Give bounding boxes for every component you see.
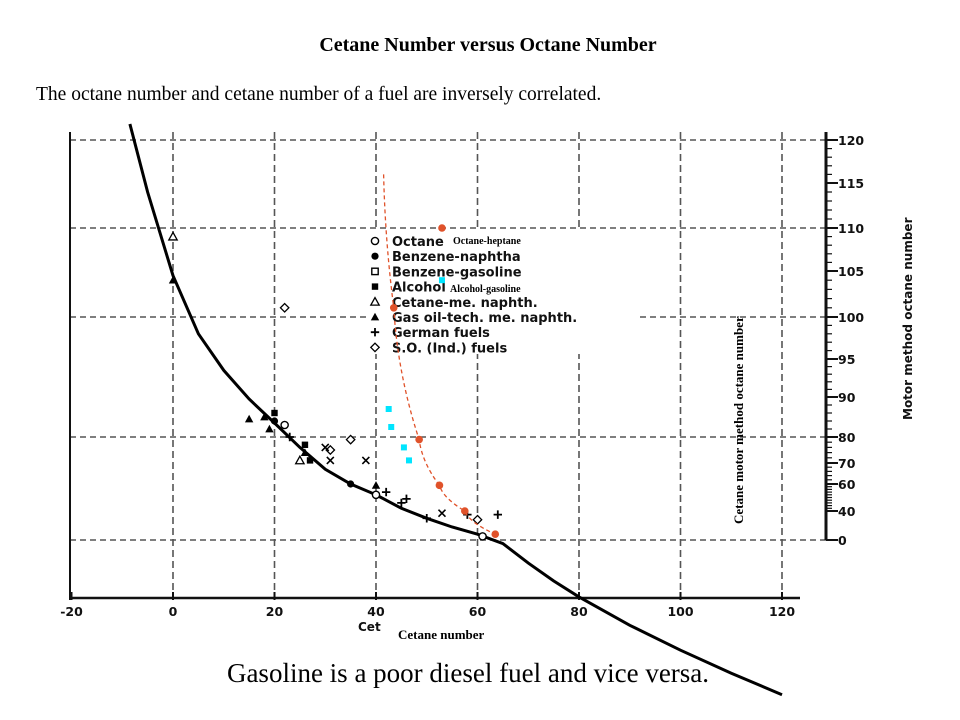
axis-labels: Cetane number Cet Cetane motor method octa…: [358, 217, 915, 642]
curve-line: [128, 123, 783, 697]
legend-label-4: Cetane-me. naphth.: [392, 296, 538, 311]
page-title: Cetane Number versus Octane Number: [319, 34, 657, 56]
y-tick-label-5: 90: [838, 390, 856, 405]
scatter-markers: [167, 231, 502, 541]
scatter-point-28: [493, 510, 502, 519]
scatter-point-22: [381, 487, 391, 497]
series-label-octane-heptane: Octane-heptane: [453, 236, 521, 247]
y-tick-label-11: 120: [838, 133, 864, 148]
scatter-point-18: [361, 456, 370, 465]
legend-marker-0: [370, 236, 380, 246]
chart-grid: [70, 132, 826, 598]
octane-heptane-point-4: [461, 507, 469, 515]
scatter-point-5: [270, 417, 279, 425]
scatter-point-19: [347, 480, 355, 488]
y-tick-label-2: 60: [838, 477, 856, 492]
legend-label-0: Octane: [392, 235, 444, 250]
legend-label-6: German fuels: [392, 326, 490, 341]
legend-marker-1: [371, 252, 379, 260]
y-tick-label-3: 70: [838, 456, 856, 471]
scatter-point-4: [260, 412, 269, 421]
octane-heptane-point-2: [415, 435, 423, 444]
y-axis-label-original: Motor method octane number: [901, 217, 915, 420]
x-tick-label-0: -20: [60, 604, 83, 619]
octane-heptane-point-3: [435, 481, 444, 490]
x-tick-label-7: 120: [769, 604, 795, 619]
y-tick-label-8: 105: [838, 264, 864, 279]
y-tick-label-6: 95: [838, 352, 855, 367]
scatter-point-0: [167, 231, 179, 241]
x-tick-label-3: 40: [367, 604, 385, 619]
scatter-point-3: [244, 414, 254, 423]
octane-heptane-point-5: [491, 530, 500, 538]
legend-marker-7: [369, 342, 381, 353]
y-tick-label-10: 115: [838, 176, 864, 191]
scatter-point-6: [271, 409, 278, 417]
legend-marker-6: [370, 328, 380, 337]
legend-label-1: Benzene-naphtha: [392, 250, 521, 265]
scatter-point-20: [371, 481, 381, 489]
scatter-point-21: [371, 490, 381, 500]
legend-marker-5: [370, 312, 380, 321]
y-tick-label-0: 0: [838, 533, 847, 548]
scatter-point-23: [402, 494, 411, 504]
octane-heptane-point-0: [438, 224, 446, 232]
y-tick-label-9: 110: [838, 221, 864, 236]
alcohol-gasoline-point-2: [388, 424, 395, 430]
page-subtitle: The octane number and cetane number of a…: [36, 84, 602, 105]
scatter-point-17: [345, 434, 356, 445]
chart-axes: -20 0 20 40 60 80 100 120 0 40 60 70 80 90 95 100 105 110…: [60, 132, 864, 619]
scatter-point-16: [326, 456, 335, 465]
x-tick-label-4: 60: [469, 604, 487, 619]
y-axis-label-overlay: Cetane motor method octane number: [731, 316, 746, 524]
chart-legend: OctaneBenzene-naphthaBenzene-gasolineAlc…: [366, 231, 638, 356]
page-footer: Gasoline is a poor diesel fuel and vice …: [226, 658, 710, 688]
series-label-alcohol-gasoline: Alcohol-gasoline: [450, 284, 521, 295]
x-tick-label-5: 80: [570, 604, 588, 619]
legend-marker-3: [371, 283, 379, 290]
alcohol-gasoline-point-3: [400, 444, 407, 451]
alcohol-gasoline-point-4: [405, 457, 412, 464]
octane-heptane-point-1: [389, 304, 398, 312]
legend-marker-2: [371, 267, 379, 276]
legend-label-3: Alcohol: [392, 281, 446, 296]
y-tick-label-4: 80: [838, 430, 856, 445]
scatter-point-13: [306, 457, 314, 464]
x-tick-label-1: 0: [169, 604, 178, 619]
overlay-series: Octane-heptane Alcohol-gasoline: [382, 174, 521, 538]
x-tick-label-6: 100: [667, 604, 693, 619]
scatter-point-9: [285, 432, 294, 442]
scatter-point-1: [168, 276, 178, 284]
scatter-point-12: [294, 454, 306, 465]
legend-label-7: S.O. (Ind.) fuels: [392, 341, 507, 356]
scatter-point-15: [321, 443, 330, 452]
x-axis-label-original: Cet: [358, 620, 381, 634]
legend-label-2: Benzene-gasoline: [392, 265, 522, 280]
legend-box: [366, 231, 638, 354]
scatter-point-11: [300, 448, 310, 456]
scatter-point-2: [279, 302, 290, 313]
y-tick-label-7: 100: [838, 310, 864, 325]
scatter-point-25: [437, 509, 447, 518]
scatter-point-24: [397, 498, 406, 508]
x-axis-label-overlay: Cetane number: [398, 627, 485, 642]
alcohol-gasoline-point-0: [438, 277, 445, 284]
x-tick-label-2: 20: [266, 604, 284, 619]
y-tick-label-1: 40: [838, 504, 856, 519]
scatter-point-8: [265, 424, 274, 433]
scatter-point-10: [301, 441, 309, 448]
legend-marker-4: [369, 296, 381, 306]
legend-label-5: Gas oil-tech. me. naphth.: [392, 311, 577, 326]
scatter-point-7: [280, 420, 289, 430]
scatter-point-29: [422, 514, 431, 523]
alcohol-gasoline-point-1: [385, 406, 392, 412]
correlation-curve: [128, 123, 783, 697]
scatter-point-30: [478, 532, 487, 541]
